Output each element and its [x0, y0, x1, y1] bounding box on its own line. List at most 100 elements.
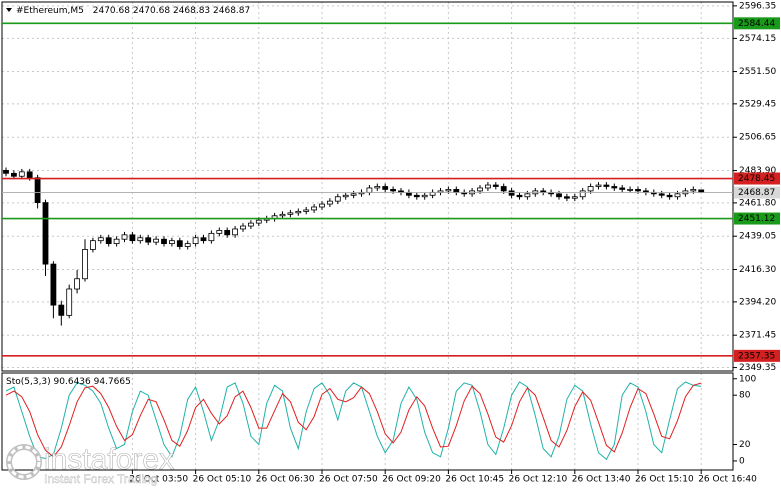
candle-body — [161, 238, 167, 245]
watermark-brand: instaforex — [44, 443, 174, 476]
candle-body — [437, 190, 444, 193]
candle-body — [240, 225, 246, 230]
level-label: 2357.35 — [738, 351, 775, 361]
candle-body — [224, 230, 231, 236]
candle-body — [74, 278, 80, 290]
candle-body — [113, 238, 120, 245]
header-close: 2468.87 — [213, 6, 250, 16]
candle-body — [303, 209, 310, 212]
x-tick-label: 26 Oct 15:10 — [635, 475, 694, 485]
candle-body — [477, 187, 483, 192]
candle-body — [295, 210, 302, 214]
y-tick-label: 2439.05 — [739, 232, 776, 242]
candle-body — [603, 184, 610, 187]
y-tick-label: 20 — [739, 440, 751, 450]
candle-body — [484, 184, 491, 189]
level-tag — [734, 17, 780, 30]
candle-body — [658, 193, 665, 196]
candle-body — [311, 206, 318, 211]
candle-body — [105, 237, 112, 245]
watermark-tagline: Instant Forex Trading — [44, 472, 157, 486]
x-tick-label: 26 Oct 13:40 — [572, 475, 631, 485]
y-tick-label: 0 — [739, 456, 745, 466]
candle-body — [145, 237, 152, 243]
candle-body — [619, 187, 626, 190]
candle-body — [382, 186, 389, 190]
candle-body — [390, 189, 397, 192]
candle-body — [571, 196, 578, 199]
grid — [2, 2, 733, 470]
candle-body — [10, 172, 17, 177]
candle-body — [556, 193, 562, 198]
candle-body — [445, 189, 452, 192]
candle-body — [524, 193, 531, 198]
symbol-icon — [6, 8, 12, 12]
plot — [3, 167, 705, 461]
candle-body — [279, 213, 286, 217]
candle-body — [492, 184, 499, 187]
x-tick-label: 26 Oct 06:30 — [256, 475, 315, 485]
indicator-title: Sto(5,3,3) — [6, 377, 51, 387]
indicator-main: 90.6436 — [54, 377, 91, 387]
candle-body — [58, 304, 65, 316]
y-tick-label: 2574.15 — [739, 34, 776, 44]
candle-body — [66, 288, 73, 316]
candle-body — [26, 171, 33, 179]
level-label: 2478.45 — [738, 174, 775, 184]
level-label: 2451.12 — [738, 214, 775, 224]
candle-body — [255, 219, 262, 224]
current-price-tag — [734, 186, 780, 199]
y-tick-label: 2551.50 — [739, 67, 776, 77]
x-tick-label: 26 Oct 07:50 — [319, 475, 378, 485]
candle-body — [643, 190, 649, 193]
candle-body — [564, 196, 570, 199]
candle-body — [690, 189, 697, 192]
indicator-line — [5, 382, 702, 458]
candle-body — [319, 203, 325, 208]
y-tick-label: 2416.30 — [739, 265, 776, 275]
candle-body — [129, 234, 136, 242]
watermark: instaforex Instant Forex Trading — [6, 443, 174, 486]
candle-body — [398, 190, 404, 193]
candle-body — [50, 263, 57, 306]
header-low: 2468.83 — [173, 6, 210, 16]
symbol: #Ethereum,M5 — [16, 6, 84, 16]
x-tick-label: 26 Oct 10:45 — [445, 475, 504, 485]
sub-frame — [1, 372, 734, 471]
candle-body — [247, 222, 254, 227]
y-tick-label: 2596.35 — [739, 1, 776, 11]
candle-body — [200, 237, 207, 242]
candle-body — [3, 169, 9, 174]
candle-body — [453, 189, 460, 193]
sub-header: Sto(5,3,3) 90.6436 94.7665 — [6, 377, 131, 387]
candle-body — [627, 189, 633, 191]
candle-body — [595, 184, 602, 187]
candle-body — [516, 194, 523, 198]
candle-body — [184, 243, 191, 247]
candle-body — [587, 186, 594, 192]
candle-body — [42, 202, 49, 265]
main-frame — [1, 1, 734, 372]
x-tick-label: 26 Oct 05:10 — [193, 475, 252, 485]
candle-body — [34, 177, 41, 204]
watermark-logo-inner — [7, 445, 41, 479]
y-tick-label: 100 — [739, 374, 756, 384]
candle-body — [366, 187, 373, 193]
indicator-signal: 94.7665 — [94, 377, 131, 387]
candle-body — [674, 193, 681, 198]
candle-body — [334, 196, 341, 202]
candle-body — [216, 230, 223, 234]
candle-body — [508, 190, 515, 196]
y-tick-label: 2483.90 — [739, 166, 776, 176]
candle-body — [176, 240, 183, 247]
level-tag — [734, 212, 780, 225]
candle-body — [82, 249, 88, 280]
candle-body — [374, 186, 381, 189]
indicator-line — [5, 381, 702, 461]
level-tag — [734, 172, 780, 185]
candle-body — [153, 238, 160, 243]
candle-body — [97, 237, 104, 242]
candle-body — [579, 190, 586, 198]
